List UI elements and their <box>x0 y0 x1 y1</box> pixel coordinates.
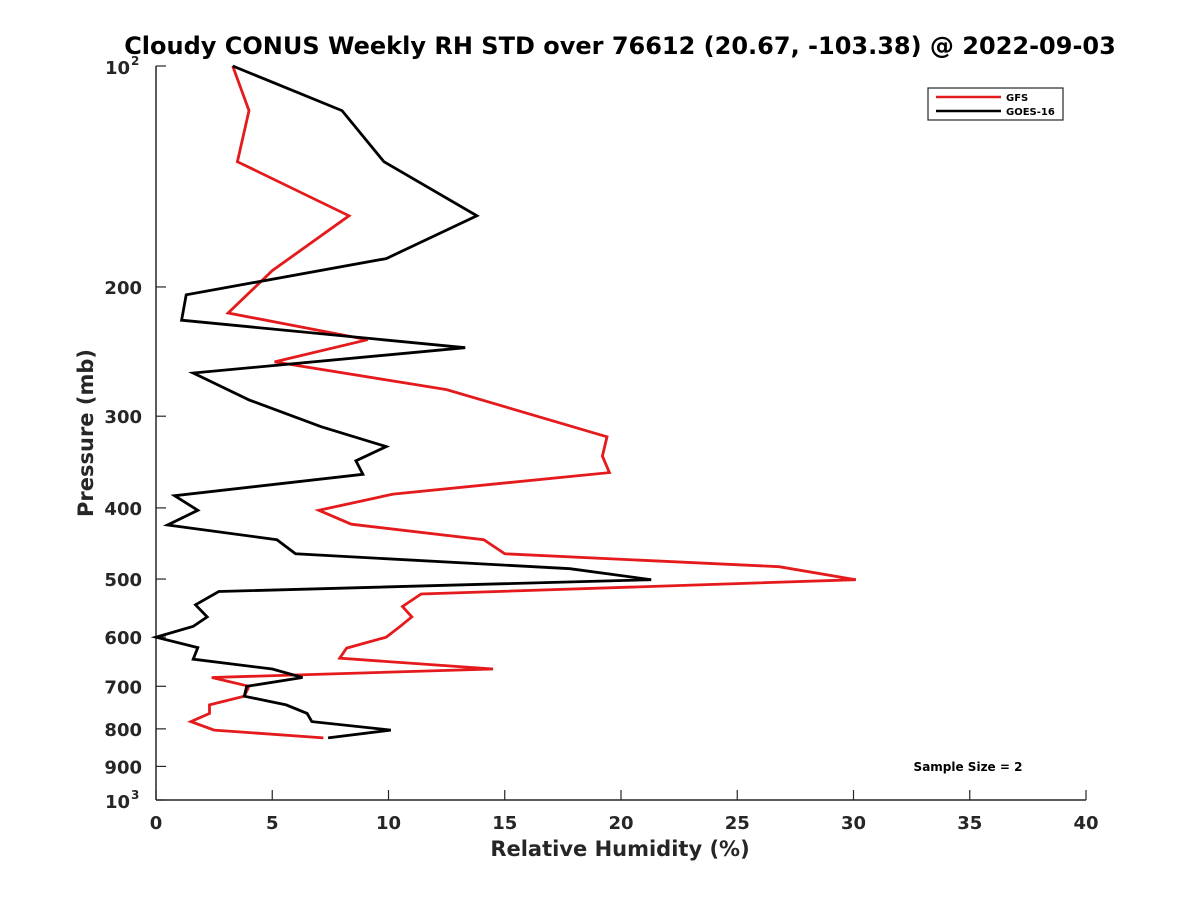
x-tick-label: 40 <box>1073 813 1098 834</box>
y-tick-label: 600 <box>104 628 142 649</box>
legend-box <box>927 87 1064 121</box>
y-tick-label: 800 <box>104 720 142 741</box>
sample-size-annotation: Sample Size = 2 <box>914 760 1023 774</box>
legend-label-gfs: GFS <box>1006 93 1028 104</box>
y-tick-label: 10 <box>105 58 130 79</box>
legend: GFS GOES-16 <box>927 87 1064 121</box>
x-tick-label: 5 <box>266 813 279 834</box>
y-tick-exponent: 2 <box>131 54 139 68</box>
x-tick-label: 20 <box>608 813 633 834</box>
x-tick-label: 35 <box>957 813 982 834</box>
x-tick-label: 30 <box>841 813 866 834</box>
y-tick-label: 400 <box>104 499 142 520</box>
y-tick-label: 200 <box>104 278 142 299</box>
y-tick-exponent: 3 <box>131 788 139 802</box>
x-axis-label: Relative Humidity (%) <box>490 837 749 861</box>
x-tick-label: 25 <box>725 813 750 834</box>
series-line-gfs <box>187 65 857 740</box>
y-tick-label: 500 <box>104 570 142 591</box>
y-tick-label: 300 <box>104 407 142 428</box>
y-axis-label: Pressure (mb) <box>74 349 98 517</box>
y-tick-label: 10 <box>105 792 130 813</box>
x-tick-label: 15 <box>492 813 517 834</box>
x-tick-label: 0 <box>150 813 163 834</box>
chart-title: Cloudy CONUS Weekly RH STD over 76612 (2… <box>124 32 1116 60</box>
legend-label-goes16: GOES-16 <box>1006 107 1055 118</box>
series-line-goes16 <box>150 64 652 740</box>
y-tick-label: 900 <box>104 757 142 778</box>
x-tick-label: 10 <box>376 813 401 834</box>
y-tick-label: 700 <box>104 677 142 698</box>
